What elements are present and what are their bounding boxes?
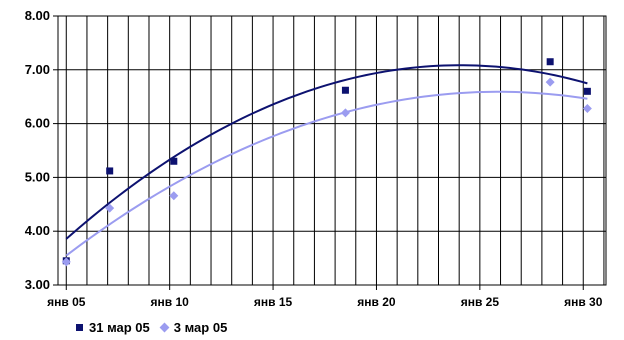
data-point-series-2 [340, 108, 350, 118]
gridlines [58, 15, 606, 286]
x-tick-label: янв 25 [461, 295, 500, 309]
x-tick-label: янв 15 [254, 295, 293, 309]
data-point-series-2 [582, 104, 592, 114]
x-tick-label: янв 30 [564, 295, 603, 309]
x-tick-labels: янв 05 янв 10 янв 15 янв 20 янв 25 янв 30 [47, 295, 603, 309]
data-point-series-1 [106, 167, 114, 175]
y-tick-label: 4.00 [25, 223, 50, 238]
y-tick-label: 7.00 [25, 62, 50, 77]
data-point-series-2 [61, 257, 71, 267]
axes [53, 15, 607, 290]
data-point-series-1 [341, 86, 349, 94]
legend: 31 мар 05 3 мар 05 [76, 318, 237, 336]
data-point-series-1 [583, 87, 591, 95]
data-point-series-1 [546, 58, 554, 66]
legend-square-marker [76, 323, 83, 331]
x-tick-label: янв 05 [47, 295, 86, 309]
y-tick-labels: 3.00 4.00 5.00 6.00 7.00 8.00 [25, 8, 50, 292]
legend-item-series-1: 31 мар 05 [76, 320, 150, 335]
y-tick-label: 3.00 [25, 277, 50, 292]
trendline-series-1 [65, 64, 588, 240]
legend-item-series-2: 3 мар 05 [159, 319, 228, 335]
data-point-series-2 [169, 191, 179, 201]
legend-label-series-2: 3 мар 05 [173, 319, 228, 335]
x-tick-label: янв 10 [151, 295, 190, 309]
legend-diamond-marker [159, 322, 170, 332]
y-tick-label: 6.00 [25, 116, 50, 131]
legend-label-series-1: 31 мар 05 [89, 319, 150, 335]
trendline-series-2 [65, 90, 588, 257]
trendlines [65, 64, 588, 257]
x-tick-label: янв 20 [357, 295, 396, 309]
data-point-series-1 [170, 157, 178, 165]
data-points [61, 58, 592, 267]
plot-area-border [57, 15, 607, 286]
y-tick-label: 5.00 [25, 169, 50, 184]
y-tick-label: 8.00 [25, 8, 50, 23]
data-point-series-2 [545, 77, 555, 87]
data-point-series-2 [105, 203, 115, 213]
